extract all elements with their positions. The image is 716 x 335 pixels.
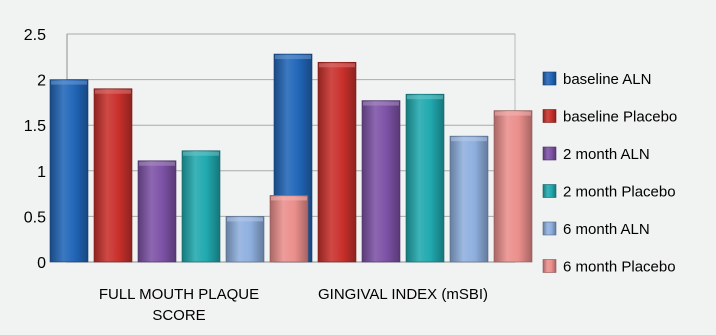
legend-label: 6 month Placebo	[563, 259, 676, 276]
bar-highlight	[275, 55, 311, 60]
legend-swatch	[542, 146, 557, 161]
bar-highlight	[319, 63, 355, 68]
legend: baseline ALN baseline Placebo 2 month ALN 2…	[542, 71, 677, 276]
axis-labels: 0 0.5 1 1.5 2 2.5 FULL MOUTH PLAQUE SCORE GINGIV…	[24, 27, 488, 324]
y-tick-label: 1	[37, 164, 46, 181]
bar-highlight	[495, 111, 531, 116]
bar-baseline-placebo-1	[317, 61, 357, 263]
bar-6-month-placebo-0	[269, 195, 309, 263]
legend-label: 2 month Placebo	[563, 184, 676, 201]
bar-highlight	[451, 137, 487, 142]
bar-2-month-placebo-1	[405, 93, 445, 263]
bar-6-month-placebo-1	[493, 110, 533, 263]
x-category-label: SCORE	[152, 307, 205, 324]
bar-highlight	[139, 161, 175, 166]
bar-highlight	[51, 80, 87, 85]
y-tick-label: 2.5	[24, 27, 46, 44]
legend-label: 6 month ALN	[563, 221, 650, 238]
bar-2-month-aln-0	[137, 160, 177, 263]
legend-label: baseline ALN	[563, 71, 651, 88]
legend-swatch	[542, 259, 557, 273]
bar-highlight	[363, 101, 399, 106]
legend-label: baseline Placebo	[563, 109, 677, 126]
bar-highlight	[183, 151, 219, 156]
legend-swatch	[542, 71, 557, 86]
x-category-label: FULL MOUTH PLAQUE	[99, 286, 259, 303]
x-category-label: GINGIVAL INDEX (mSBI)	[318, 286, 488, 303]
y-tick-label: 1.5	[24, 118, 46, 135]
bar-highlight	[227, 217, 263, 222]
legend-swatch	[542, 221, 557, 236]
y-tick-label: 2	[37, 73, 46, 90]
bar-6-month-aln-0	[225, 216, 265, 263]
y-tick-label: 0	[37, 255, 46, 272]
legend-label: 2 month ALN	[563, 146, 650, 163]
bars	[49, 53, 533, 263]
bar-2-month-placebo-0	[181, 150, 221, 263]
bar-2-month-aln-1	[361, 100, 401, 263]
bar-highlight	[95, 89, 131, 94]
y-tick-label: 0.5	[24, 209, 46, 226]
bar-highlight	[407, 95, 443, 100]
bar-6-month-aln-1	[449, 135, 489, 263]
legend-swatch	[542, 184, 557, 198]
bar-baseline-placebo-0	[93, 88, 133, 263]
legend-swatch	[542, 109, 557, 123]
bar-baseline-aln-0	[49, 79, 89, 263]
bar-highlight	[271, 196, 307, 201]
